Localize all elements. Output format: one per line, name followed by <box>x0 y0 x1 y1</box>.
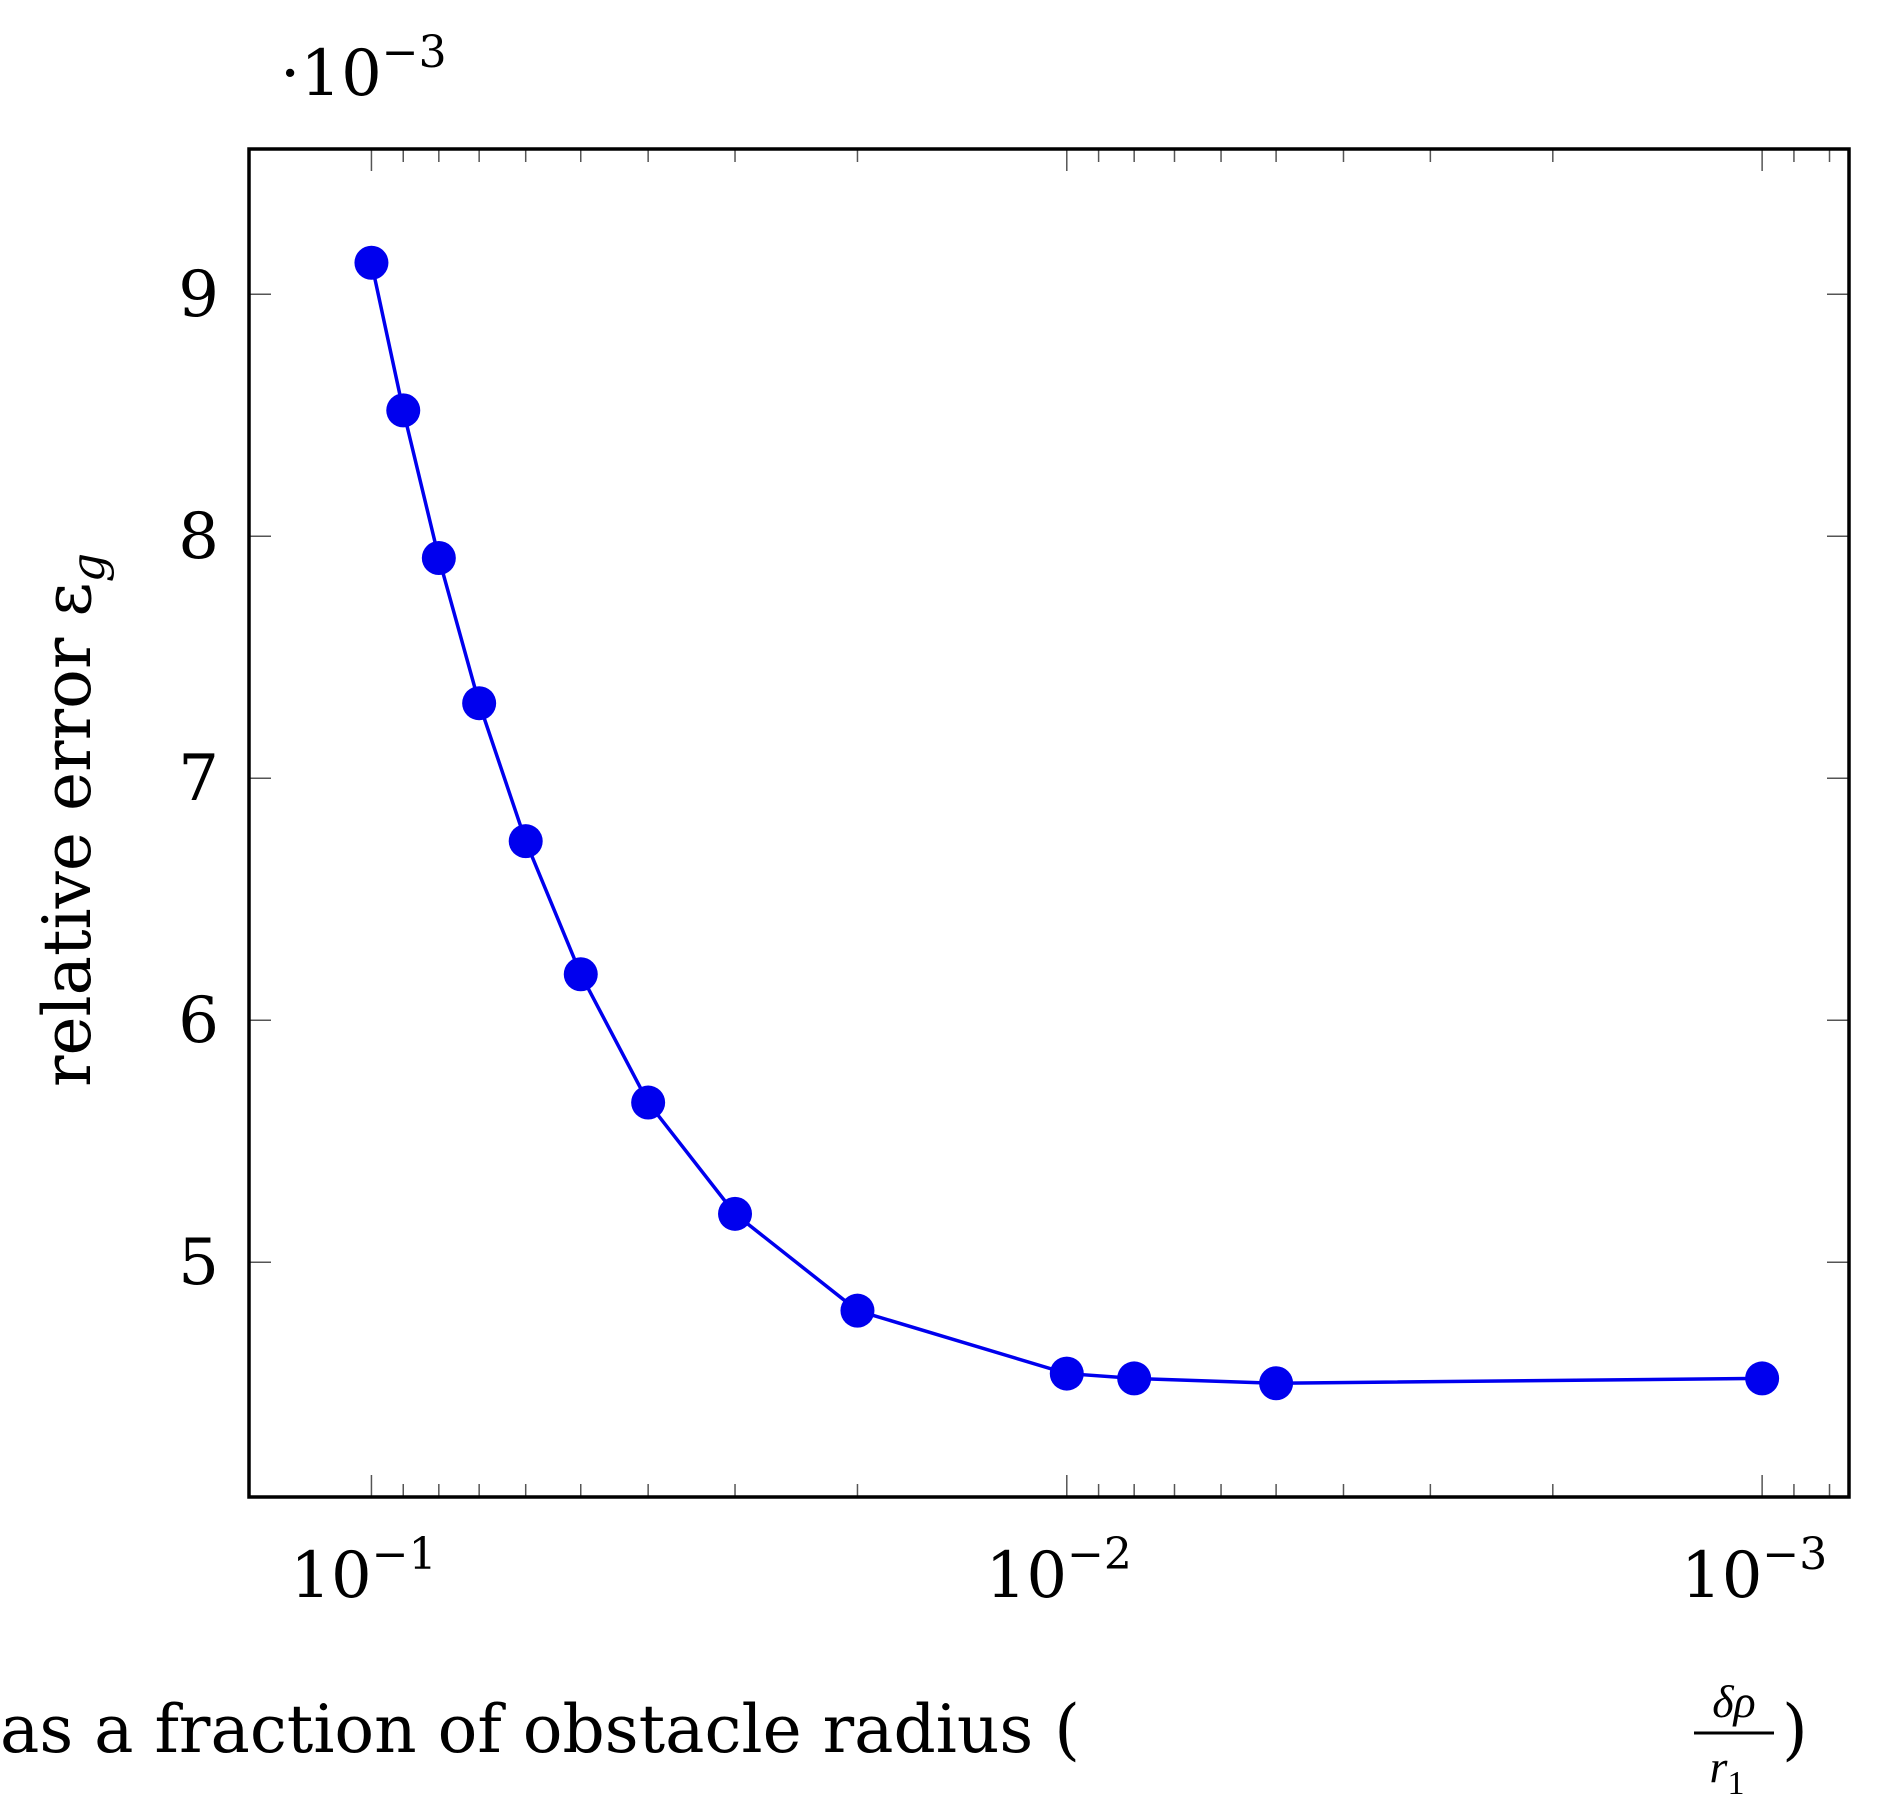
x-tick-labels: 10−1 10−2 10−3 <box>290 1529 1827 1613</box>
series-layer <box>354 245 1780 1401</box>
y-axis-label: relative error εg <box>29 553 115 1087</box>
svg-text:relative error εg: relative error εg <box>29 553 115 1087</box>
x-axis-label-close: ) <box>1782 1691 1808 1768</box>
data-point <box>563 957 598 992</box>
data-point <box>631 1085 666 1120</box>
svg-text:r1: r1 <box>1710 1741 1745 1802</box>
data-point <box>1259 1366 1294 1401</box>
x-axis-label-fraction: δρ r1 <box>1694 1676 1774 1802</box>
x-tick-label: 10−3 <box>1681 1529 1827 1613</box>
x-tick-label: 10−1 <box>290 1529 436 1613</box>
data-point <box>508 824 543 859</box>
y-tick-label: 9 <box>178 258 219 332</box>
x-tick-label: 10−2 <box>986 1529 1132 1613</box>
y-tick-labels: 5 6 7 8 9 <box>178 258 219 1300</box>
y-tick-label: 5 <box>178 1226 219 1300</box>
y-tick-label: 8 <box>178 500 219 574</box>
svg-text:δρ: δρ <box>1712 1676 1755 1727</box>
plot-frame <box>247 147 1851 1499</box>
data-point <box>1745 1361 1780 1396</box>
data-point <box>1117 1361 1152 1396</box>
x-axis-label: step as a fraction of obstacle radius ( <box>0 1691 1080 1768</box>
data-point <box>421 540 456 575</box>
y-tick-label: 6 <box>178 984 219 1058</box>
data-point <box>462 686 497 721</box>
y-tick-label: 7 <box>178 742 219 816</box>
axis-ticks <box>249 149 1849 1497</box>
data-point <box>718 1196 753 1231</box>
data-point <box>840 1293 875 1328</box>
data-point <box>1049 1356 1084 1391</box>
y-multiplier: ·10−3 <box>280 27 447 111</box>
series-line <box>369 262 1763 1386</box>
data-point <box>386 393 421 428</box>
data-point <box>354 245 389 280</box>
